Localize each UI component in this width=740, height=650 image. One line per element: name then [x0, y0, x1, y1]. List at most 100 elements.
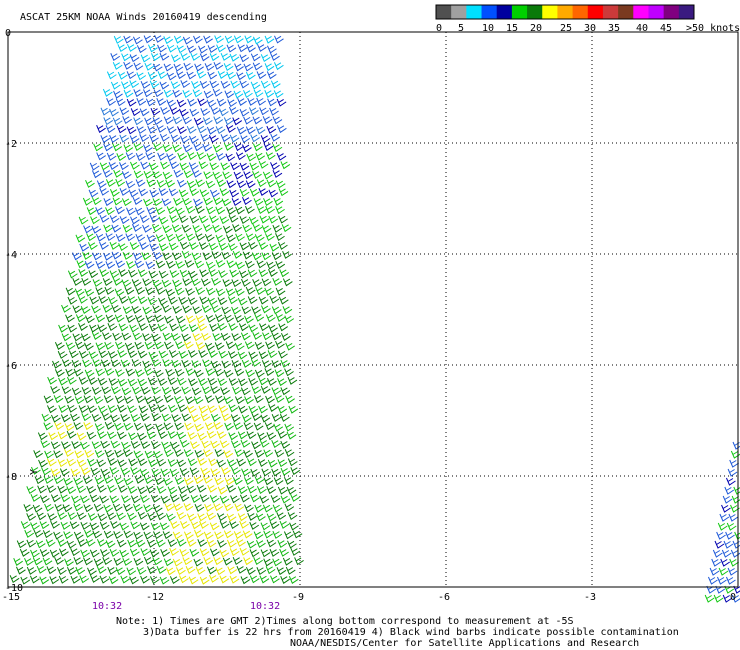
wind-barb: [264, 368, 275, 377]
wind-barb: [245, 233, 256, 242]
wind-barb: [229, 521, 239, 530]
wind-barb: [274, 394, 285, 403]
wind-barb: [136, 97, 147, 106]
wind-barb: [727, 468, 738, 477]
wind-barb: [200, 133, 211, 142]
wind-barb: [136, 566, 147, 575]
wind-barb: [209, 215, 219, 224]
wind-barb: [66, 458, 77, 467]
wind-barb: [173, 449, 184, 458]
wind-barb: [220, 387, 230, 396]
wind-barb: [175, 260, 186, 269]
wind-barb: [231, 440, 241, 449]
wind-barb: [152, 305, 162, 314]
wind-barb: [150, 107, 161, 116]
wind-barb: [163, 394, 174, 403]
wind-barb: [231, 198, 242, 207]
wind-barb: [245, 286, 256, 295]
wind-barb: [67, 512, 78, 521]
wind-barb: [187, 458, 198, 467]
wind-barb: [151, 441, 161, 450]
wind-barb: [273, 90, 284, 99]
wind-barb: [219, 440, 230, 449]
wind-barb: [87, 377, 98, 385]
wind-barb: [232, 250, 243, 259]
wind-barb: [142, 278, 153, 287]
wind-barb: [60, 414, 71, 423]
wind-barb: [279, 520, 290, 529]
wind-barb: [236, 72, 246, 81]
wind-barb: [290, 547, 301, 556]
wind-barb: [269, 107, 279, 116]
wind-barb: [133, 422, 144, 431]
wind-barb: [113, 557, 124, 566]
wind-barb: [66, 566, 77, 575]
wind-barb: [183, 341, 194, 350]
wind-barb: [213, 557, 224, 566]
wind-barb: [120, 575, 131, 584]
wind-barb: [193, 143, 203, 152]
wind-barb: [201, 278, 211, 287]
wind-barb: [20, 521, 31, 530]
wind-barb: [252, 223, 263, 232]
wind-barb: [204, 422, 215, 431]
wind-barb: [268, 324, 278, 333]
wind-barb: [186, 485, 197, 494]
wind-barb: [110, 440, 121, 449]
wind-barb: [106, 152, 117, 161]
wind-barb: [85, 179, 95, 188]
wind-barb: [76, 432, 87, 441]
wind-barb: [181, 413, 192, 422]
wind-barb: [234, 368, 245, 377]
wind-barb: [89, 494, 100, 503]
wind-barb: [162, 252, 172, 261]
wind-barb: [194, 503, 205, 512]
wind-barb: [236, 538, 246, 547]
wind-barb: [59, 548, 69, 557]
wind-barb: [215, 152, 226, 161]
wind-barb: [134, 260, 145, 269]
wind-barb: [262, 171, 273, 180]
wind-barb: [122, 251, 133, 260]
wind-barb: [198, 242, 209, 251]
wind-barb: [178, 189, 189, 198]
wind-barb: [707, 576, 718, 585]
wind-barb: [219, 188, 230, 197]
wind-barb: [231, 333, 242, 342]
wind-barb: [209, 80, 220, 89]
wind-barb: [285, 342, 295, 351]
wind-barb: [189, 215, 200, 224]
wind-barb: [153, 450, 163, 459]
wind-barb: [153, 395, 164, 404]
wind-barb: [151, 224, 162, 233]
wind-barb: [248, 377, 259, 386]
wind-barb: [121, 387, 132, 396]
wind-barb: [117, 484, 128, 493]
wind-barb: [71, 495, 81, 504]
wind-barb: [145, 98, 156, 107]
wind-barb: [237, 351, 248, 360]
wind-barb: [199, 494, 210, 503]
wind-barb: [122, 306, 133, 315]
wind-barb: [181, 250, 192, 259]
wind-barb: [254, 234, 265, 243]
wind-barb: [228, 296, 238, 305]
legend-label: 35: [608, 23, 620, 34]
wind-barb: [243, 63, 254, 72]
wind-barb: [247, 296, 258, 305]
wind-barb: [110, 414, 120, 423]
wind-barb: [258, 296, 269, 305]
wind-barb: [270, 80, 281, 89]
wind-barb: [146, 539, 157, 548]
wind-barb: [252, 170, 262, 179]
wind-barb: [99, 214, 110, 223]
wind-barb: [256, 486, 267, 495]
wind-barb: [96, 538, 107, 547]
wind-barb: [155, 206, 166, 215]
wind-barb: [169, 468, 180, 477]
wind-barb: [114, 476, 124, 485]
wind-barb: [107, 457, 118, 466]
wind-barb: [234, 314, 245, 323]
wind-barb: [230, 80, 241, 89]
legend-swatch: [451, 5, 467, 19]
